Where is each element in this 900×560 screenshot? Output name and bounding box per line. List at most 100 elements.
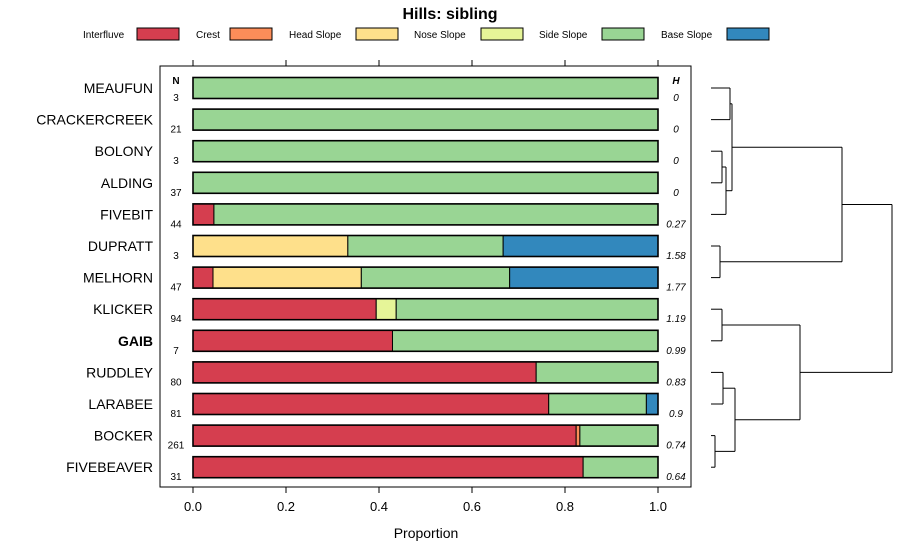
bar-outline — [192, 297, 659, 321]
bar-outline — [192, 361, 659, 384]
bar-segment — [509, 266, 659, 289]
n-count-label: 3 — [173, 251, 179, 262]
h-value-label: 0.99 — [666, 346, 686, 357]
n-count-label: 80 — [170, 377, 182, 388]
legend-swatch — [229, 27, 273, 41]
bar-segment — [192, 329, 393, 352]
n-count-label: 21 — [170, 125, 182, 136]
bar-segment — [360, 266, 511, 289]
n-count-label: 31 — [170, 472, 182, 483]
x-axis-label: Proportion — [394, 525, 459, 541]
bar-segment — [192, 266, 214, 289]
h-value-label: 0.27 — [666, 219, 686, 230]
legend-label: Nose Slope — [414, 30, 466, 41]
bar-outline — [192, 139, 659, 163]
row-label: CRACKERCREEK — [36, 112, 153, 128]
h-value-label: 0.74 — [666, 441, 686, 452]
bar-segment — [548, 393, 647, 415]
x-tick-label: 1.0 — [649, 499, 667, 514]
bar-outline — [192, 203, 659, 226]
row-label: FIVEBEAVER — [66, 459, 153, 475]
n-count-label: 47 — [170, 283, 182, 294]
legend-swatch — [136, 27, 180, 41]
n-count-label: 3 — [173, 156, 179, 167]
bar-outline — [192, 108, 659, 131]
x-tick-label: 0.4 — [370, 499, 388, 514]
legend-swatch — [355, 27, 399, 41]
h-value-label: 0.64 — [666, 472, 686, 483]
bar-segment — [213, 203, 659, 226]
bar-segment — [375, 298, 397, 321]
h-value-label: 0.83 — [666, 377, 686, 388]
bar-segment — [579, 424, 659, 447]
x-tick-label: 0.8 — [556, 499, 574, 514]
bar-outline — [192, 392, 659, 416]
legend-label: Side Slope — [539, 30, 588, 41]
h-column-header: H — [672, 76, 680, 87]
bar-segment — [192, 108, 659, 131]
legend-label: Crest — [196, 30, 220, 41]
row-label: FIVEBIT — [100, 206, 153, 222]
bar-segment — [192, 235, 349, 257]
row-label: GAIB — [118, 333, 153, 349]
bar-segment — [395, 298, 659, 321]
dendrogram — [711, 87, 893, 468]
bar-segment — [535, 361, 659, 384]
plot-frame — [159, 65, 692, 488]
bar-segment — [192, 77, 659, 99]
bar-outline — [192, 455, 659, 479]
h-value-label: 0 — [673, 93, 679, 104]
legend-swatch — [601, 27, 645, 41]
x-tick-label: 0.2 — [277, 499, 295, 514]
legend-label: Head Slope — [289, 30, 342, 41]
row-label: BOCKER — [94, 428, 153, 444]
n-count-label: 94 — [170, 314, 182, 325]
bar-outline — [192, 329, 659, 353]
n-count-label: 37 — [170, 188, 182, 199]
h-value-label: 0 — [673, 125, 679, 136]
h-value-label: 0 — [673, 188, 679, 199]
legend-swatch — [480, 27, 524, 41]
bar-outline — [192, 76, 659, 100]
bar-segment — [391, 329, 659, 352]
bar-outline — [192, 424, 659, 447]
bar-outline — [192, 234, 659, 258]
row-label: LARABEE — [88, 396, 153, 412]
bar-segment — [192, 456, 584, 479]
bar-segment — [192, 298, 377, 321]
chart-title: Hills: sibling — [402, 6, 497, 23]
n-count-label: 7 — [173, 346, 179, 357]
h-value-label: 1.19 — [666, 314, 686, 325]
row-label: MELHORN — [83, 270, 153, 286]
bar-segment — [645, 393, 659, 415]
bar-segment — [192, 140, 659, 163]
row-label: DUPRATT — [88, 238, 154, 254]
bar-segment — [192, 203, 215, 226]
bar-outline — [192, 266, 659, 289]
row-label: MEAUFUN — [84, 80, 153, 96]
plot-panel: 0.0 0.2 0.4 0.6 0.8 1.0 N H — [159, 60, 692, 514]
bar-segment — [192, 171, 659, 194]
row-label: BOLONY — [95, 143, 154, 159]
legend-label: Base Slope — [661, 30, 713, 41]
h-value-label: 0 — [673, 156, 679, 167]
n-count-label: 3 — [173, 93, 179, 104]
x-tick-label: 0.0 — [184, 499, 202, 514]
n-column-header: N — [172, 76, 179, 87]
bar-segment — [212, 266, 362, 289]
bar-segment — [347, 235, 504, 257]
x-tick-label: 0.6 — [463, 499, 481, 514]
n-count-label: 261 — [168, 441, 185, 452]
bars-group — [192, 76, 659, 479]
bar-segment — [502, 235, 659, 257]
h-value-label: 0.9 — [669, 409, 683, 420]
legend-swatch — [726, 27, 770, 41]
legend: Interfluve Crest Head Slope Nose Slope Side … — [83, 27, 770, 41]
bar-segment — [192, 424, 577, 447]
row-label: ALDING — [101, 175, 153, 191]
legend-label: Interfluve — [83, 30, 125, 41]
bar-segment — [192, 361, 537, 384]
bar-segment — [575, 424, 581, 447]
n-count-label: 44 — [170, 219, 182, 230]
